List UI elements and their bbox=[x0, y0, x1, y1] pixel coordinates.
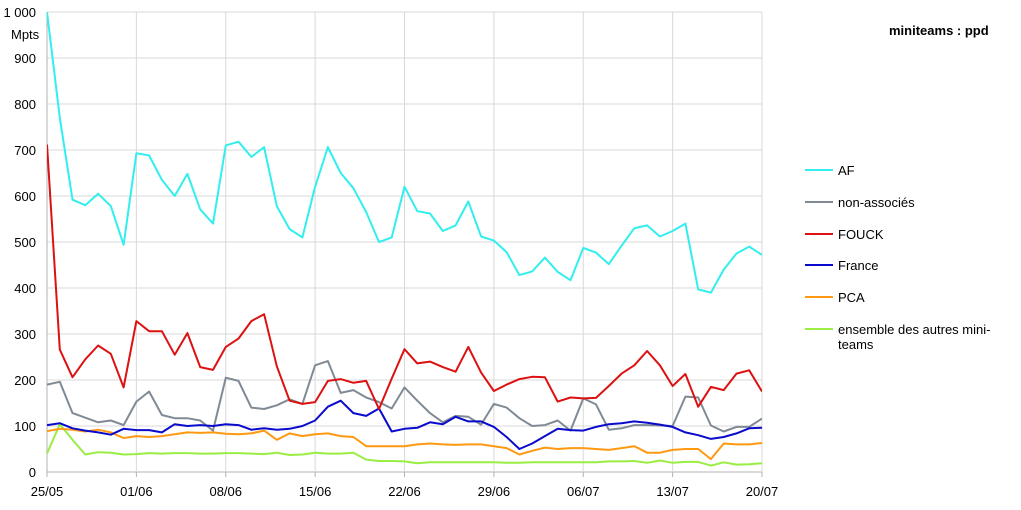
legend-label: non-associés bbox=[838, 195, 915, 210]
y-tick-label: 100 bbox=[14, 419, 36, 434]
x-tick-label: 20/07 bbox=[746, 484, 779, 499]
x-tick-label: 25/05 bbox=[31, 484, 64, 499]
y-tick-label: 600 bbox=[14, 189, 36, 204]
x-tick-label: 01/06 bbox=[120, 484, 153, 499]
series-lines bbox=[47, 12, 762, 467]
series-line-fouck bbox=[47, 144, 762, 410]
gridlines bbox=[46, 11, 763, 477]
x-tick-label: 15/06 bbox=[299, 484, 332, 499]
x-tick-label: 06/07 bbox=[567, 484, 600, 499]
y-axis-label: Mpts bbox=[11, 27, 40, 42]
chart-title: miniteams : ppd bbox=[889, 23, 989, 38]
legend-label: FOUCK bbox=[838, 227, 884, 242]
legend-label: ensemble des autres mini-teams bbox=[838, 322, 990, 352]
legend-label: AF bbox=[838, 163, 855, 178]
legend-label: PCA bbox=[838, 290, 865, 305]
y-tick-label: 900 bbox=[14, 51, 36, 66]
series-line-pca bbox=[47, 427, 762, 461]
x-axis-ticks: 25/05 01/06 08/06 15/06 22/06 29/06 06/07 13/07… bbox=[31, 484, 779, 499]
y-tick-label: 500 bbox=[14, 235, 36, 250]
x-tick-label: 22/06 bbox=[388, 484, 421, 499]
y-axis-ticks: 0 100 200 300 400 500 600 700 800 900 1 000 bbox=[3, 5, 36, 480]
legend-label: France bbox=[838, 258, 878, 273]
y-tick-label: 400 bbox=[14, 281, 36, 296]
y-tick-label: 300 bbox=[14, 327, 36, 342]
y-tick-label: 800 bbox=[14, 97, 36, 112]
x-tick-label: 08/06 bbox=[209, 484, 242, 499]
y-tick-label: 700 bbox=[14, 143, 36, 158]
series-line-af bbox=[47, 12, 762, 294]
y-tick-label: 200 bbox=[14, 373, 36, 388]
y-tick-label: 1 000 bbox=[3, 5, 36, 20]
series-line-france bbox=[47, 399, 762, 450]
y-tick-label: 0 bbox=[29, 465, 36, 480]
legend: AF non-associés FOUCK France PCA ensemble des… bbox=[805, 163, 990, 352]
series-line-non-associ-s bbox=[47, 360, 762, 433]
x-tick-label: 29/06 bbox=[478, 484, 511, 499]
x-tick-label: 13/07 bbox=[656, 484, 689, 499]
series-line-ensemble-des-autres-mini-teams bbox=[47, 423, 762, 467]
